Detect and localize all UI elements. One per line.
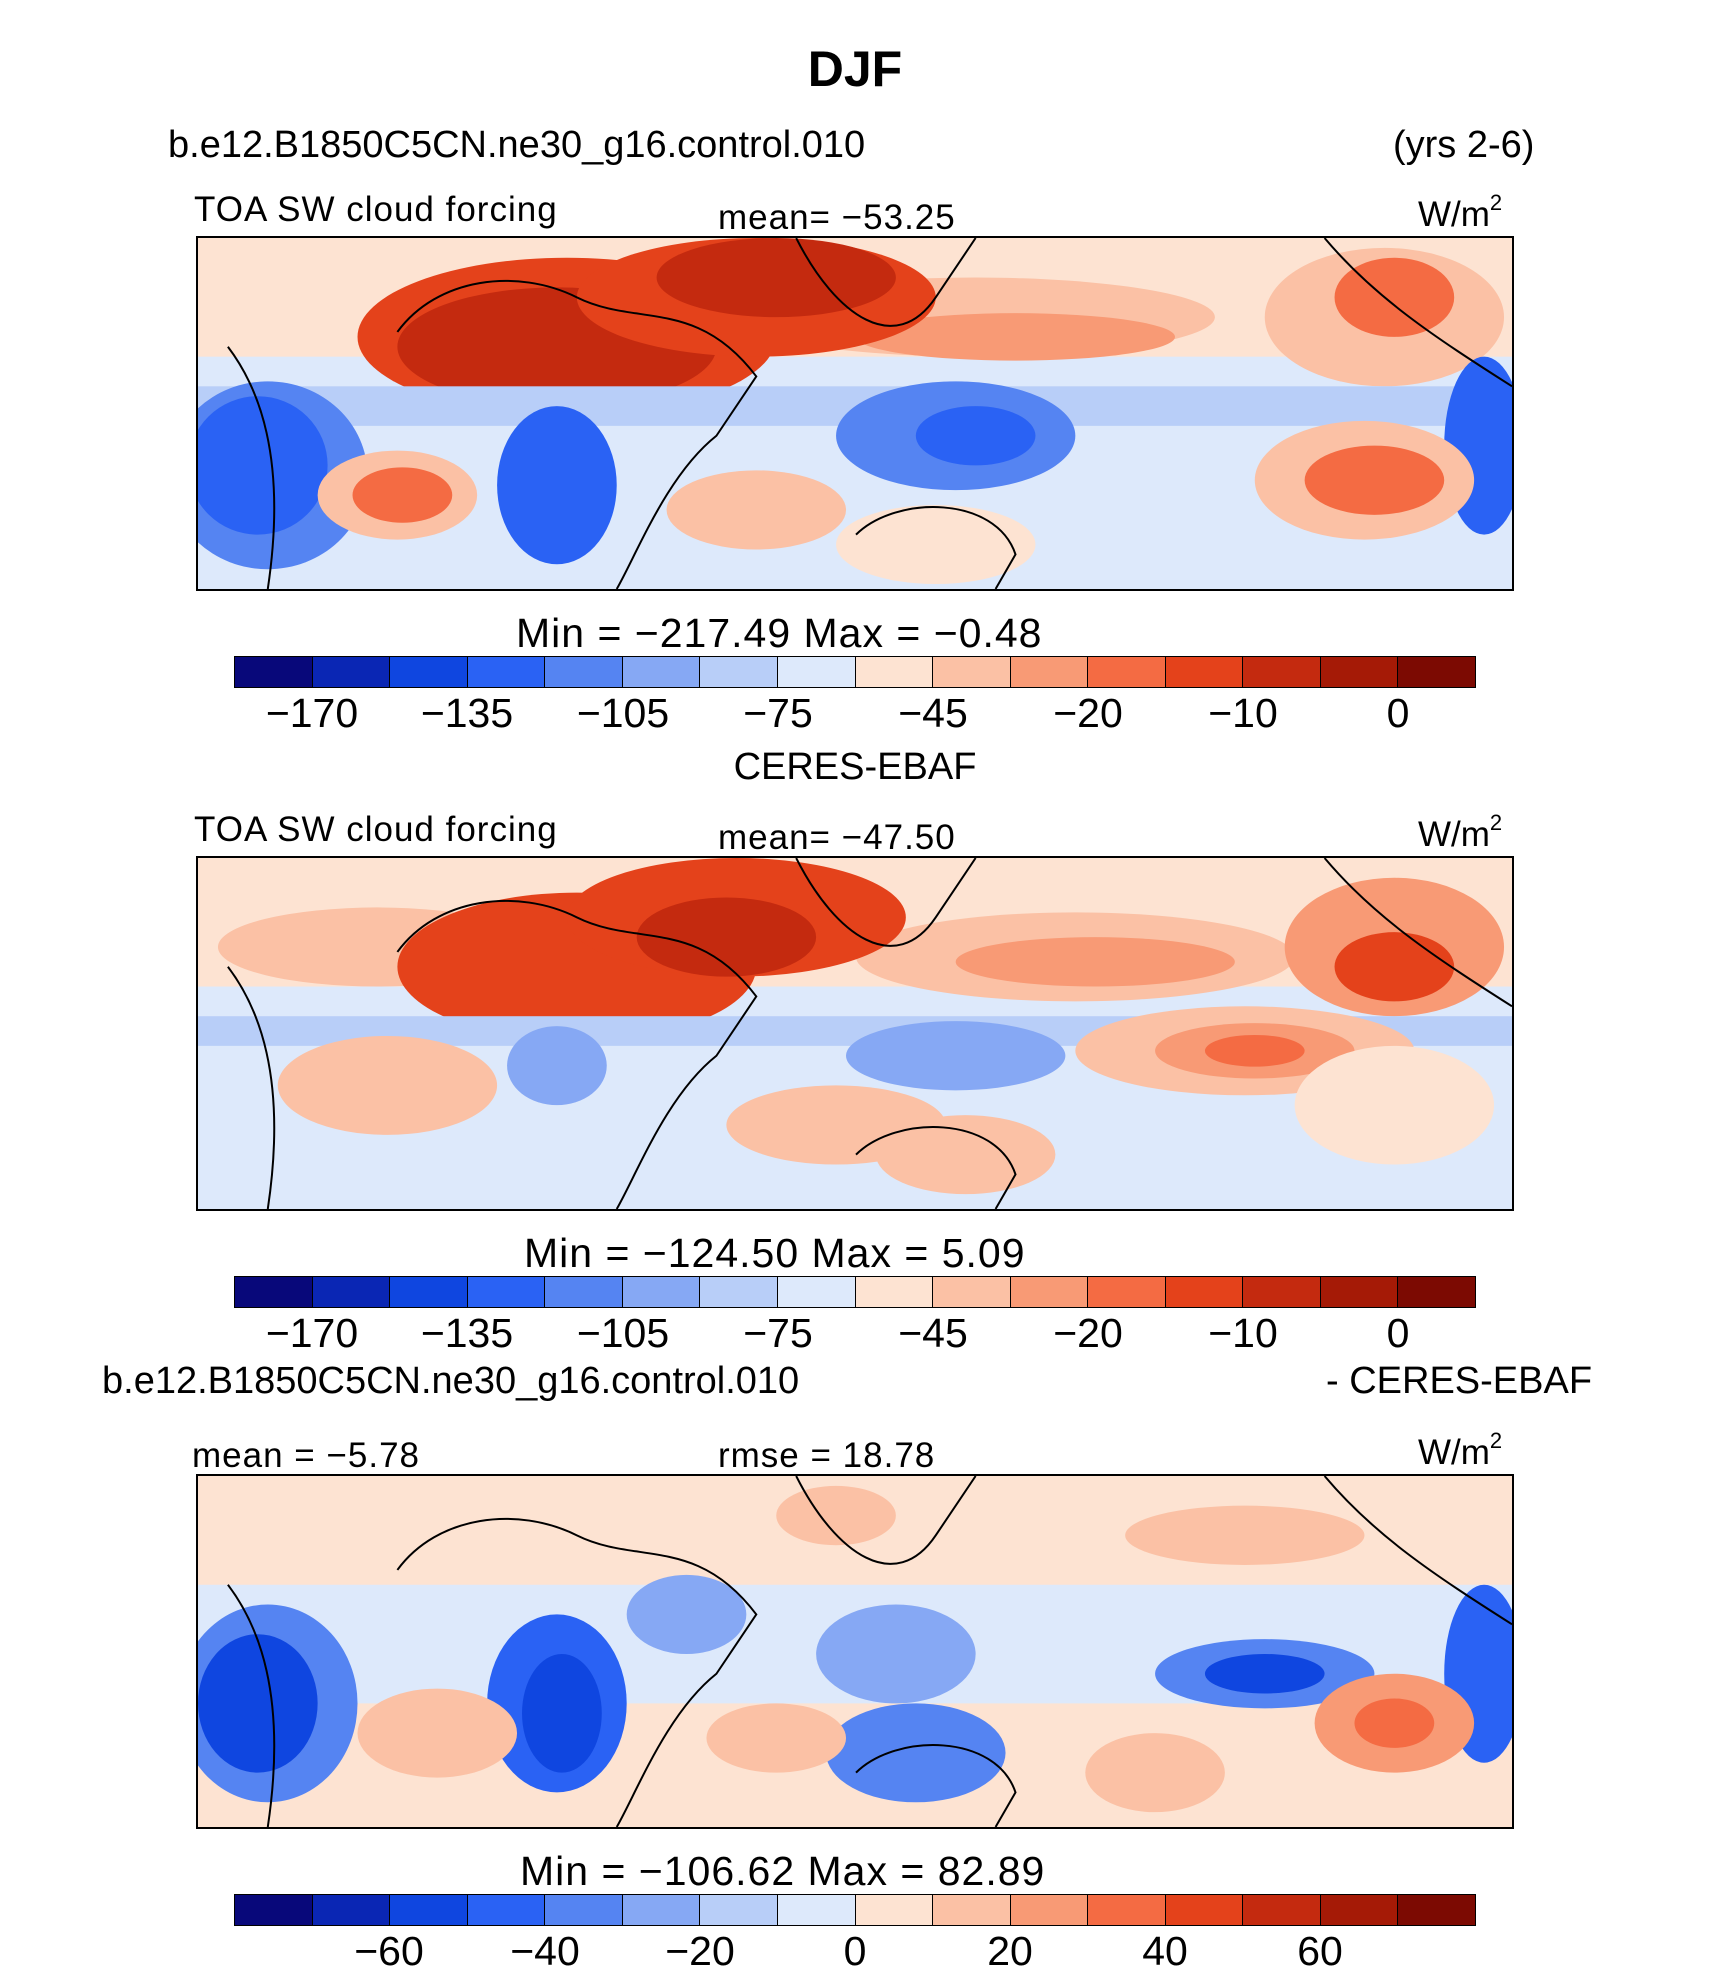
- colorbar-swatch: [622, 1277, 701, 1307]
- colorbar-swatch: [1243, 1895, 1321, 1925]
- colorbar-swatch: [933, 657, 1011, 687]
- colorbar-swatch: [700, 1277, 778, 1307]
- middle-map: [196, 856, 1514, 1211]
- colorbar-swatch: [1243, 1277, 1321, 1307]
- colorbar-swatch: [467, 1895, 546, 1925]
- middle-tick-label: 0: [1386, 1310, 1410, 1356]
- top-tick-label: −45: [898, 690, 968, 736]
- colorbar-swatch: [855, 657, 934, 687]
- bottom-tick-label: 40: [1142, 1928, 1188, 1974]
- bottom-tick-label: −60: [354, 1928, 424, 1974]
- colorbar-swatch: [312, 657, 391, 687]
- main-title: DJF: [807, 41, 903, 97]
- colorbar-swatch: [1165, 657, 1244, 687]
- colorbar-swatch: [622, 1895, 701, 1925]
- top-tick-label: −10: [1208, 690, 1278, 736]
- bottom-tick-label: 60: [1297, 1928, 1343, 1974]
- middle-tick-label: −45: [898, 1310, 968, 1356]
- colorbar-swatch: [855, 1277, 934, 1307]
- colorbar-swatch: [467, 1277, 546, 1307]
- colorbar-swatch: [312, 1277, 391, 1307]
- colorbar-swatch: [467, 657, 546, 687]
- colorbar-swatch: [777, 657, 856, 687]
- middle-case-label: CERES-EBAF: [733, 746, 977, 788]
- colorbar-swatch: [1088, 1895, 1166, 1925]
- colorbar-swatch: [1243, 657, 1321, 687]
- bottom-tick-label: 0: [843, 1928, 867, 1974]
- top-tick-label: −20: [1053, 690, 1123, 736]
- colorbar-swatch: [1010, 1277, 1089, 1307]
- colorbar-swatch: [1165, 1895, 1244, 1925]
- bottom-minus-label: - CERES-EBAF: [1326, 1360, 1593, 1402]
- colorbar-swatch: [545, 657, 623, 687]
- colorbar-swatch: [622, 657, 701, 687]
- colorbar-swatch: [1010, 657, 1089, 687]
- bottom-mean-label: mean = −5.78: [192, 1436, 420, 1475]
- colorbar-swatch: [700, 657, 778, 687]
- colorbar-swatch: [855, 1895, 934, 1925]
- middle-tick-label: −20: [1053, 1310, 1123, 1356]
- bottom-colorbar: [234, 1894, 1476, 1926]
- colorbar-swatch: [777, 1895, 856, 1925]
- middle-mean-label: mean= −47.50: [718, 818, 956, 857]
- top-tick-label: −170: [265, 690, 359, 736]
- top-tick-label: 0: [1386, 690, 1410, 736]
- top-colorbar: [234, 656, 1476, 688]
- bottom-tick-label: 20: [987, 1928, 1033, 1974]
- colorbar-swatch: [312, 1895, 391, 1925]
- top-map: [196, 236, 1514, 591]
- top-mean-label: mean= −53.25: [718, 198, 956, 237]
- colorbar-swatch: [390, 657, 468, 687]
- top-tick-label: −75: [743, 690, 813, 736]
- top-units-label: W/m2: [1418, 190, 1503, 234]
- colorbar-swatch: [1398, 1277, 1475, 1307]
- middle-variable-label: TOA SW cloud forcing: [194, 810, 558, 849]
- middle-tick-label: −105: [576, 1310, 670, 1356]
- colorbar-swatch: [1320, 1895, 1399, 1925]
- top-tick-label: −135: [420, 690, 514, 736]
- colorbar-swatch: [1398, 1895, 1475, 1925]
- top-tick-label: −105: [576, 690, 670, 736]
- top-variable-label: TOA SW cloud forcing: [194, 190, 558, 229]
- colorbar-swatch: [545, 1895, 623, 1925]
- middle-colorbar: [234, 1276, 1476, 1308]
- colorbar-swatch: [545, 1277, 623, 1307]
- colorbar-swatch: [1320, 657, 1399, 687]
- colorbar-swatch: [1088, 1277, 1166, 1307]
- middle-tick-label: −135: [420, 1310, 514, 1356]
- colorbar-swatch: [700, 1895, 778, 1925]
- middle-tick-label: −170: [265, 1310, 359, 1356]
- middle-tick-label: −10: [1208, 1310, 1278, 1356]
- bottom-case-label: b.e12.B1850C5CN.ne30_g16.control.010: [102, 1360, 800, 1402]
- bottom-tick-label: −40: [510, 1928, 580, 1974]
- colorbar-swatch: [777, 1277, 856, 1307]
- middle-minmax-label: Min = −124.50 Max = 5.09: [524, 1230, 1026, 1276]
- middle-tick-label: −75: [743, 1310, 813, 1356]
- colorbar-swatch: [1165, 1277, 1244, 1307]
- bottom-map: [196, 1474, 1514, 1829]
- bottom-rmse-label: rmse = 18.78: [718, 1436, 936, 1475]
- top-years-label: (yrs 2-6): [1393, 124, 1535, 166]
- colorbar-swatch: [235, 1895, 313, 1925]
- colorbar-swatch: [1088, 657, 1166, 687]
- bottom-tick-label: −20: [665, 1928, 735, 1974]
- colorbar-swatch: [1398, 657, 1475, 687]
- colorbar-swatch: [390, 1277, 468, 1307]
- middle-units-label: W/m2: [1418, 810, 1503, 854]
- top-minmax-label: Min = −217.49 Max = −0.48: [516, 610, 1043, 656]
- bottom-units-label: W/m2: [1418, 1428, 1503, 1472]
- colorbar-swatch: [235, 657, 313, 687]
- colorbar-swatch: [235, 1277, 313, 1307]
- colorbar-swatch: [1010, 1895, 1089, 1925]
- bottom-minmax-label: Min = −106.62 Max = 82.89: [520, 1848, 1046, 1894]
- colorbar-swatch: [1320, 1277, 1399, 1307]
- colorbar-swatch: [390, 1895, 468, 1925]
- colorbar-swatch: [933, 1277, 1011, 1307]
- top-case-label: b.e12.B1850C5CN.ne30_g16.control.010: [168, 124, 866, 166]
- colorbar-swatch: [933, 1895, 1011, 1925]
